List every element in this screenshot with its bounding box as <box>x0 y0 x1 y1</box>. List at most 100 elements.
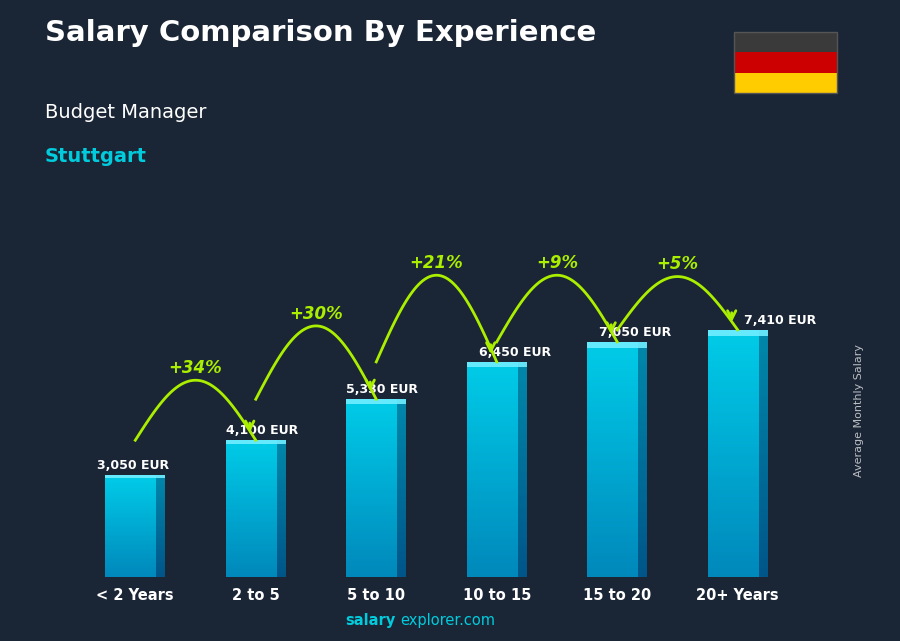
Bar <box>638 562 647 565</box>
Bar <box>397 548 407 550</box>
Bar <box>105 546 157 547</box>
Bar <box>346 521 397 524</box>
Bar <box>397 408 407 410</box>
Bar <box>707 481 759 485</box>
Bar <box>466 569 517 572</box>
Bar <box>759 407 768 410</box>
Bar <box>587 392 638 395</box>
Text: +34%: +34% <box>168 359 222 377</box>
Bar <box>105 545 157 546</box>
Bar <box>105 534 157 535</box>
Bar <box>707 358 759 361</box>
Bar <box>707 401 759 404</box>
Bar <box>587 436 638 439</box>
Bar <box>759 503 768 506</box>
Text: 3,050 EUR: 3,050 EUR <box>96 459 169 472</box>
Bar <box>518 394 526 397</box>
Bar <box>226 507 277 508</box>
Bar <box>157 535 166 537</box>
Bar <box>759 447 768 451</box>
Bar <box>518 445 526 448</box>
Bar <box>157 487 166 488</box>
Bar <box>277 575 286 577</box>
Bar <box>397 519 407 521</box>
Bar <box>587 465 638 468</box>
Bar <box>759 370 768 373</box>
Bar <box>638 486 647 489</box>
Bar <box>105 564 157 565</box>
Bar <box>518 502 526 504</box>
Bar <box>157 549 166 550</box>
Bar <box>638 351 647 354</box>
Bar <box>346 497 397 499</box>
Bar <box>105 488 157 489</box>
Bar <box>105 497 157 498</box>
Bar <box>707 490 759 494</box>
Bar <box>226 502 277 503</box>
Bar <box>638 489 647 492</box>
Bar <box>518 569 526 572</box>
Bar <box>157 567 166 568</box>
Bar <box>759 417 768 419</box>
Bar <box>346 463 397 466</box>
Bar <box>397 444 407 446</box>
Bar <box>518 520 526 523</box>
Bar <box>587 521 638 524</box>
Bar <box>277 483 286 485</box>
Bar <box>277 522 286 524</box>
Bar <box>466 534 517 537</box>
Bar <box>397 406 407 408</box>
Bar <box>397 404 407 406</box>
Bar <box>157 529 166 530</box>
Bar <box>277 563 286 565</box>
Bar <box>707 364 759 367</box>
Bar <box>518 381 526 383</box>
Bar <box>397 539 407 542</box>
Bar <box>397 451 407 453</box>
Bar <box>466 553 517 555</box>
Bar <box>226 528 277 529</box>
Bar <box>397 563 407 566</box>
Bar <box>638 424 647 427</box>
Bar <box>226 526 277 528</box>
Bar <box>759 339 768 342</box>
Bar <box>759 490 768 494</box>
Bar <box>157 504 166 506</box>
Bar <box>638 503 647 506</box>
Bar <box>587 556 638 560</box>
Bar <box>638 460 647 462</box>
Bar <box>587 442 638 445</box>
Bar <box>105 542 157 544</box>
Bar <box>759 478 768 481</box>
Bar <box>638 492 647 495</box>
Bar <box>518 537 526 539</box>
Bar <box>466 504 517 507</box>
Bar <box>707 528 759 531</box>
Bar <box>277 503 286 505</box>
Bar <box>466 478 517 480</box>
Bar <box>397 570 407 572</box>
Bar <box>587 468 638 471</box>
Bar <box>466 555 517 558</box>
Bar <box>226 492 277 493</box>
Bar <box>397 492 407 495</box>
Bar <box>157 553 166 554</box>
Bar <box>277 519 286 520</box>
Bar <box>707 466 759 469</box>
Bar <box>277 490 286 492</box>
Bar <box>157 554 166 555</box>
Bar <box>707 463 759 466</box>
Bar <box>105 503 157 504</box>
Bar <box>397 454 407 457</box>
Bar <box>707 447 759 451</box>
Bar <box>105 531 157 533</box>
Bar <box>518 429 526 432</box>
Bar <box>518 472 526 475</box>
Bar <box>105 544 157 545</box>
Bar <box>587 542 638 545</box>
Bar <box>105 510 157 511</box>
Bar <box>277 567 286 569</box>
Bar <box>277 554 286 556</box>
Bar <box>587 483 638 486</box>
Bar <box>638 527 647 530</box>
